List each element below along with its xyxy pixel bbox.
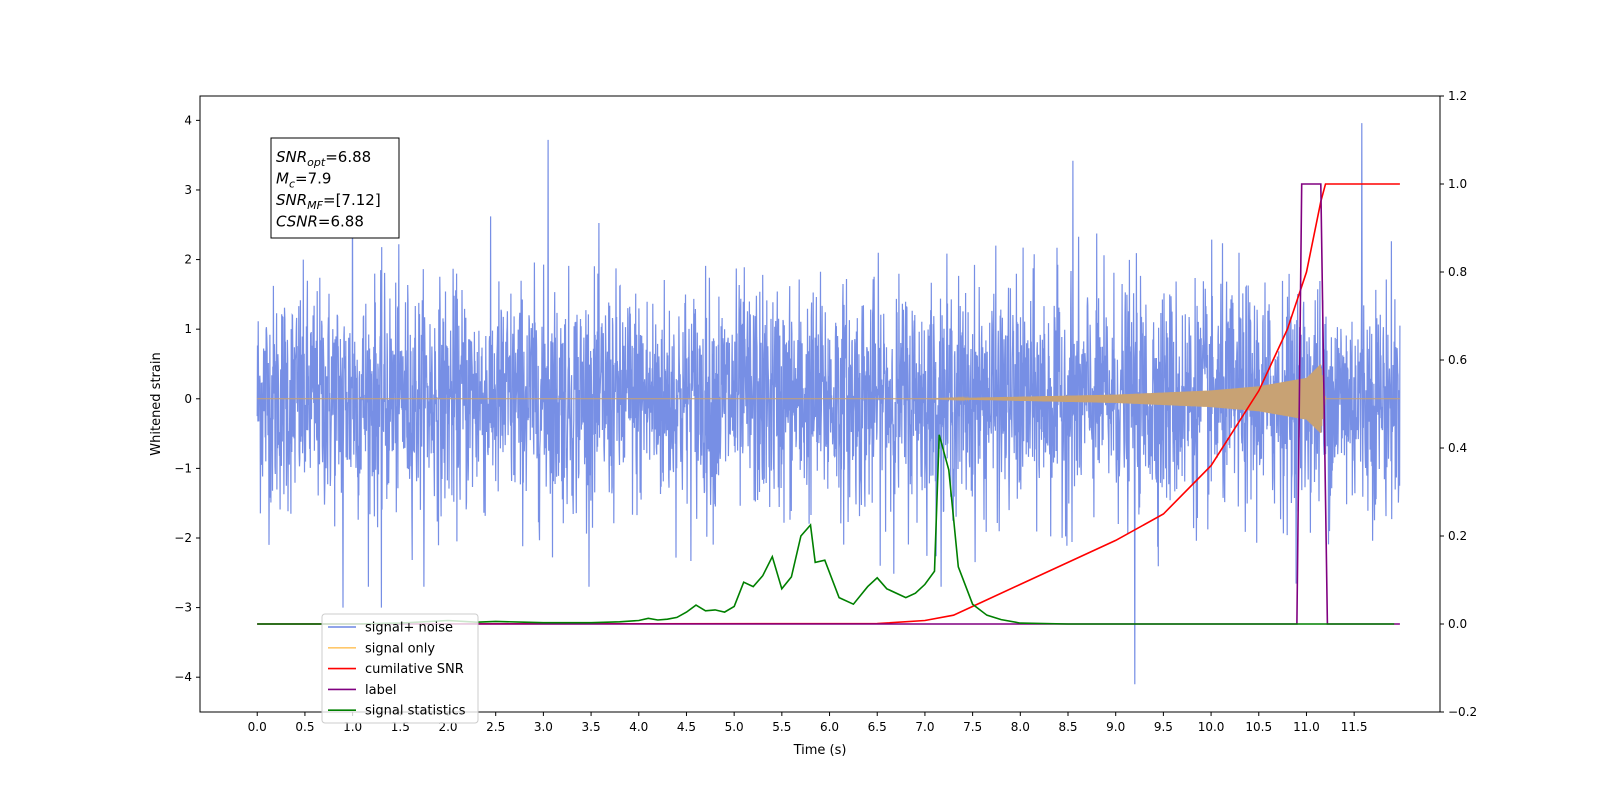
x-tick-label: 9.5: [1154, 720, 1173, 734]
x-tick-label: 8.5: [1058, 720, 1077, 734]
series-signal-statistics: [257, 434, 1395, 625]
y-right-tick-label: −0.2: [1448, 705, 1477, 719]
axes-frame: [199, 95, 1441, 713]
x-tick-label: 8.0: [1011, 720, 1030, 734]
y-right-tick-label: 0.2: [1448, 529, 1467, 543]
y-right-tick-label: 1.2: [1448, 89, 1467, 103]
y-left-tick-label: 3: [184, 183, 192, 197]
series-cumilative-snr: [257, 183, 1400, 625]
y-left-tick-label: 4: [184, 113, 192, 127]
y-right-tick-label: 0.8: [1448, 265, 1467, 279]
plot-area: [256, 123, 1401, 685]
legend: signal+ noise signal only cumilative SNR la…: [321, 613, 479, 724]
x-tick-label: 2.5: [486, 720, 505, 734]
y-axis-label-left: Whitened strain: [149, 352, 164, 455]
series-signal-only: [257, 364, 1400, 433]
x-tick-label: 3.5: [582, 720, 601, 734]
y-right-tick-label: 1.0: [1448, 177, 1467, 191]
x-tick-label: 9.0: [1106, 720, 1125, 734]
info-box-line: Mc=7.9: [276, 170, 331, 191]
x-tick-label: 6.0: [820, 720, 839, 734]
x-tick-label: 0.0: [248, 720, 267, 734]
y-right-tick-label: 0.4: [1448, 441, 1467, 455]
x-tick-label: 4.5: [677, 720, 696, 734]
x-tick-label: 7.5: [963, 720, 982, 734]
legend-frame: [321, 613, 479, 724]
info-box-line: SNRMF=[7.12]: [276, 191, 381, 212]
legend-label: signal statistics: [365, 704, 466, 719]
x-tick-label: 0.5: [295, 720, 314, 734]
x-tick-label: 10.5: [1245, 720, 1272, 734]
y-left-tick-label: 1: [184, 322, 192, 336]
y-left-tick-label: −1: [174, 461, 192, 475]
y-left-tick-label: 0: [184, 392, 192, 406]
x-axis-label: Time (s): [793, 743, 847, 758]
info-box-line: CSNR=6.88: [276, 213, 364, 231]
y-left-tick-label: −3: [174, 601, 192, 615]
legend-label: label: [365, 683, 396, 698]
x-tick-label: 5.5: [772, 720, 791, 734]
x-tick-label: 11.0: [1293, 720, 1320, 734]
axis-ticks: 0.0 0.5 1.0 1.5 2.0 2.5 3.0 3.5 4.0 4.5 5.0 5.5 6.0 6…: [174, 89, 1477, 734]
x-tick-label: 4.0: [629, 720, 648, 734]
x-tick-label: 6.5: [868, 720, 887, 734]
y-right-tick-label: 0.6: [1448, 353, 1467, 367]
series-signal-plus-noise: [256, 123, 1401, 685]
x-tick-label: 5.0: [725, 720, 744, 734]
x-tick-label: 11.5: [1341, 720, 1368, 734]
y-left-tick-label: 2: [184, 253, 192, 267]
legend-label: cumilative SNR: [365, 662, 464, 677]
legend-label: signal+ noise: [365, 621, 453, 636]
legend-label: signal only: [365, 641, 435, 656]
y-left-tick-label: −4: [174, 670, 192, 684]
info-box-line: SNRopt=6.88: [276, 148, 371, 169]
x-tick-label: 3.0: [534, 720, 553, 734]
y-left-tick-label: −2: [174, 531, 192, 545]
x-tick-label: 7.0: [915, 720, 934, 734]
y-right-tick-label: 0.0: [1448, 617, 1467, 631]
info-box-frame: [270, 137, 400, 239]
x-tick-label: 10.0: [1198, 720, 1225, 734]
